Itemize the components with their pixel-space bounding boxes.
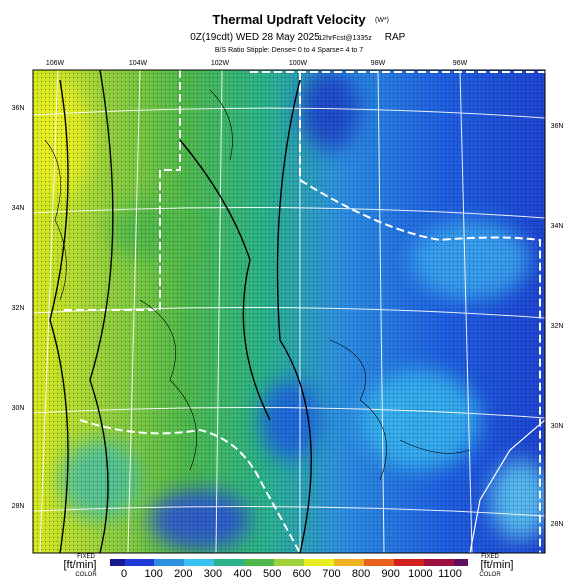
title-unit: (W*): [375, 17, 389, 24]
colorbar-tick-label: 900: [382, 568, 400, 579]
colorbar-tick-label: 100: [144, 568, 162, 579]
forecast: 12hrFcst@1335z: [318, 35, 372, 42]
latitude-label: 30N: [551, 423, 564, 430]
colorbar-tick-label: 1100: [438, 568, 462, 579]
longitude-label: 98W: [371, 60, 386, 67]
colorbar-tick-label: 500: [263, 568, 281, 579]
colorbar-tick-label: 1000: [408, 568, 432, 579]
map-field: [33, 70, 545, 553]
latitude-label: 34N: [551, 223, 564, 230]
colorbar-left-top: FIXED: [77, 554, 95, 560]
colorbar-tick-label: 0: [121, 568, 127, 579]
latitude-label: 36N: [551, 123, 564, 130]
colorbar-right-top: FIXED: [481, 554, 499, 560]
stipple-note: B/S Ratio Stipple: Dense= 0 to 4 Sparse=…: [215, 47, 363, 54]
latitude-label: 36N: [12, 105, 25, 112]
latitude-label: 28N: [12, 503, 25, 510]
colorbar-tick-label: 800: [352, 568, 370, 579]
colorbar-right-bottom: COLOR: [479, 572, 501, 578]
longitude-label: 96W: [453, 60, 468, 67]
latitude-label: 32N: [551, 323, 564, 330]
latitude-label: 32N: [12, 305, 25, 312]
latitude-label: 34N: [12, 205, 25, 212]
colorbar-tick-label: 600: [293, 568, 311, 579]
colorbar-left-unit: [ft/min]: [63, 559, 96, 571]
colorbar-left-bottom: COLOR: [75, 572, 97, 578]
longitude-label: 102W: [211, 60, 230, 67]
valid-time: 0Z(19cdt) WED 28 May 2025: [190, 32, 320, 43]
model: RAP: [385, 32, 406, 43]
title: Thermal Updraft Velocity: [212, 12, 366, 27]
colorbar: [110, 559, 468, 566]
latitude-label: 28N: [551, 521, 564, 528]
colorbar-tick-label: 200: [174, 568, 192, 579]
longitude-label: 106W: [46, 60, 65, 67]
colorbar-right-unit: [ft/min]: [480, 559, 513, 571]
longitude-label: 104W: [129, 60, 148, 67]
colorbar-tick-label: 400: [233, 568, 251, 579]
colorbar-tick-label: 700: [322, 568, 340, 579]
colorbar-tick-label: 300: [204, 568, 222, 579]
latitude-label: 30N: [12, 405, 25, 412]
longitude-label: 100W: [289, 60, 308, 67]
